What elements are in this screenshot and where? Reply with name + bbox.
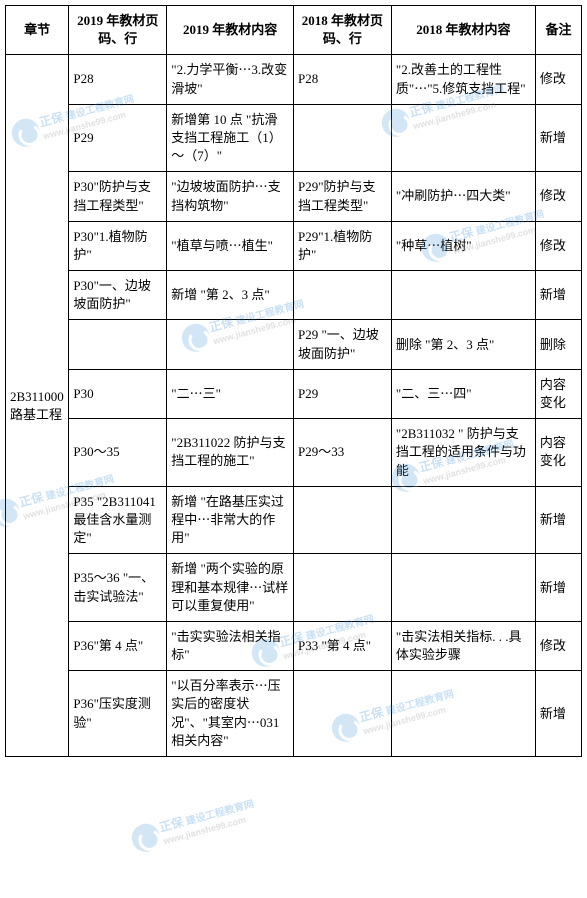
cell-c19: 新增第 10 点 "抗滑支挡工程施工（1）～（7）" <box>167 104 294 172</box>
header-page2019: 2019 年教材页码、行 <box>69 6 167 55</box>
cell-p18: P29 "一、边坡坡面防护" <box>293 320 391 369</box>
table-row: P30～35 "2B311022 防护与支挡工程的施工" P29～33 "2B3… <box>6 419 582 487</box>
table-row: P30"防护与支挡工程类型" "边坡坡面防护⋯支挡构筑物" P29"防护与支挡工… <box>6 172 582 221</box>
cell-p19: P30"1.植物防护" <box>69 221 167 270</box>
cell-c18: "击实法相关指标. . .具体实验步骤 <box>391 621 535 670</box>
watermark-text: 正保 建设工程教育网www.jianshe99.com <box>157 794 258 847</box>
table-row: P30"1.植物防护" "植草与喷⋯植生" P29"1.植物防护" "种草⋯植树… <box>6 221 582 270</box>
table-row: 2B311000 路基工程 P28 "2.力学平衡⋯3.改变滑坡" P28 "2… <box>6 55 582 104</box>
cell-c18: "2B311032 " 防护与支挡工程的适用条件与功能 <box>391 419 535 487</box>
table-row: P29 "一、边坡坡面防护" 删除 "第 2、3 点" 删除 <box>6 320 582 369</box>
header-note: 备注 <box>535 6 581 55</box>
header-content2019: 2019 年教材内容 <box>167 6 294 55</box>
cell-c18: "冲刷防护⋯四大类" <box>391 172 535 221</box>
cell-c19: "2B311022 防护与支挡工程的施工" <box>167 419 294 487</box>
cell-note: 内容变化 <box>535 419 581 487</box>
cell-note: 修改 <box>535 55 581 104</box>
cell-p18: P28 <box>293 55 391 104</box>
cell-p19: P30"防护与支挡工程类型" <box>69 172 167 221</box>
cell-p18 <box>293 104 391 172</box>
cell-note: 新增 <box>535 671 581 757</box>
table-row: P36"第 4 点" "击实实验法相关指标" P33 "第 4 点" "击实法相… <box>6 621 582 670</box>
cell-p18: P29～33 <box>293 419 391 487</box>
cell-note: 修改 <box>535 621 581 670</box>
cell-note: 内容变化 <box>535 369 581 418</box>
cell-p18: P29"防护与支挡工程类型" <box>293 172 391 221</box>
chapter-cell: 2B311000 路基工程 <box>6 55 69 757</box>
cell-p18 <box>293 671 391 757</box>
cell-note: 修改 <box>535 221 581 270</box>
table-row: P36"压实度测验" "以百分率表示⋯压实后的密度状况"、"其室内⋯031 相关… <box>6 671 582 757</box>
cell-p19: P30 <box>69 369 167 418</box>
cell-p18: P29"1.植物防护" <box>293 221 391 270</box>
cell-c19: "边坡坡面防护⋯支挡构筑物" <box>167 172 294 221</box>
table-row: P29 新增第 10 点 "抗滑支挡工程施工（1）～（7）" 新增 <box>6 104 582 172</box>
cell-c18: "2.改善土的工程性质"⋯"5.修筑支挡工程" <box>391 55 535 104</box>
cell-c19 <box>167 320 294 369</box>
header-page2018: 2018 年教材页码、行 <box>293 6 391 55</box>
cell-p19: P35 "2B311041 最佳含水量测定" <box>69 486 167 554</box>
cell-p19: P28 <box>69 55 167 104</box>
table-row: P30"一、边坡坡面防护" 新增 "第 2、3 点" 新增 <box>6 271 582 320</box>
cell-c19: "击实实验法相关指标" <box>167 621 294 670</box>
header-content2018: 2018 年教材内容 <box>391 6 535 55</box>
cell-note: 新增 <box>535 554 581 622</box>
cell-note: 新增 <box>535 271 581 320</box>
cell-c18 <box>391 104 535 172</box>
cell-p19: P36"第 4 点" <box>69 621 167 670</box>
cell-c18: 删除 "第 2、3 点" <box>391 320 535 369</box>
table-row: P35～36 "一、击实试验法" 新增 "两个实验的原理和基本规律⋯试样可以重复… <box>6 554 582 622</box>
table-body: 2B311000 路基工程 P28 "2.力学平衡⋯3.改变滑坡" P28 "2… <box>6 55 582 757</box>
cell-c18: "二、三⋯四" <box>391 369 535 418</box>
cell-c19: 新增 "在路基压实过程中⋯非常大的作用" <box>167 486 294 554</box>
cell-p18 <box>293 554 391 622</box>
cell-c19: "以百分率表示⋯压实后的密度状况"、"其室内⋯031 相关内容" <box>167 671 294 757</box>
cell-note: 修改 <box>535 172 581 221</box>
cell-p19: P36"压实度测验" <box>69 671 167 757</box>
cell-p19 <box>69 320 167 369</box>
watermark-stamp: 正保 建设工程教育网www.jianshe99.com <box>128 794 258 855</box>
watermark-logo-icon <box>129 820 163 854</box>
cell-c19: "植草与喷⋯植生" <box>167 221 294 270</box>
cell-c18 <box>391 486 535 554</box>
cell-p18: P29 <box>293 369 391 418</box>
cell-p19: P29 <box>69 104 167 172</box>
cell-c18 <box>391 271 535 320</box>
cell-p19: P35～36 "一、击实试验法" <box>69 554 167 622</box>
comparison-table: 章节 2019 年教材页码、行 2019 年教材内容 2018 年教材页码、行 … <box>5 5 582 757</box>
cell-note: 删除 <box>535 320 581 369</box>
cell-note: 新增 <box>535 104 581 172</box>
cell-c19: "二⋯三" <box>167 369 294 418</box>
cell-c19: 新增 "第 2、3 点" <box>167 271 294 320</box>
cell-p18: P33 "第 4 点" <box>293 621 391 670</box>
cell-p18 <box>293 486 391 554</box>
cell-c18 <box>391 554 535 622</box>
cell-p19: P30"一、边坡坡面防护" <box>69 271 167 320</box>
header-chapter: 章节 <box>6 6 69 55</box>
cell-c18: "种草⋯植树" <box>391 221 535 270</box>
cell-c19: 新增 "两个实验的原理和基本规律⋯试样可以重复使用" <box>167 554 294 622</box>
cell-c18 <box>391 671 535 757</box>
cell-p18 <box>293 271 391 320</box>
cell-p19: P30～35 <box>69 419 167 487</box>
cell-c19: "2.力学平衡⋯3.改变滑坡" <box>167 55 294 104</box>
table-row: P35 "2B311041 最佳含水量测定" 新增 "在路基压实过程中⋯非常大的… <box>6 486 582 554</box>
cell-note: 新增 <box>535 486 581 554</box>
table-row: P30 "二⋯三" P29 "二、三⋯四" 内容变化 <box>6 369 582 418</box>
table-header-row: 章节 2019 年教材页码、行 2019 年教材内容 2018 年教材页码、行 … <box>6 6 582 55</box>
